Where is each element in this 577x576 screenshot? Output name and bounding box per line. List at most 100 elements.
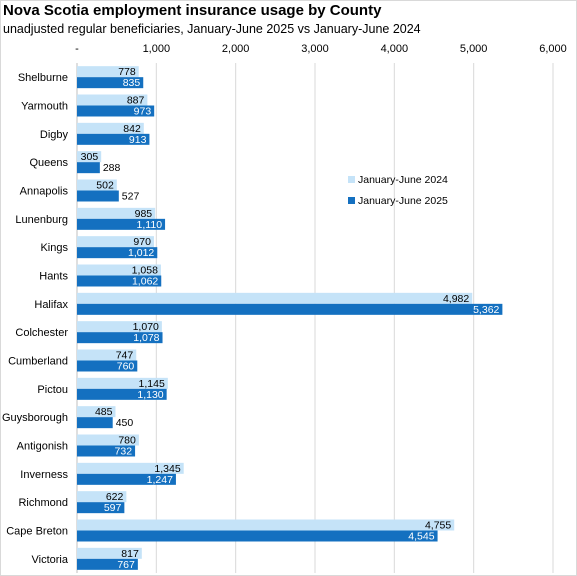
- bar-2025: [77, 303, 503, 315]
- bar-2024: [77, 377, 168, 389]
- data-label-2024: 747: [116, 350, 134, 362]
- category-label: Cape Breton: [6, 526, 68, 538]
- bar-2025: [77, 530, 438, 542]
- data-label-2025: 732: [115, 446, 133, 458]
- data-label-2025: 767: [117, 559, 135, 571]
- data-label-2024: 970: [133, 236, 151, 248]
- bar-2025: [77, 105, 155, 117]
- bar-2025: [77, 218, 166, 230]
- category-label: Colchester: [15, 327, 68, 339]
- data-label-2025: 4,545: [408, 531, 434, 543]
- data-label-2025: 1,130: [137, 389, 163, 401]
- category-label: Cumberland: [8, 356, 68, 368]
- bar-2024: [77, 349, 137, 361]
- data-label-2025: 760: [117, 361, 135, 373]
- data-label-2024: 1,345: [154, 463, 180, 475]
- data-label-2024: 1,145: [139, 378, 165, 390]
- category-label: Yarmouth: [21, 101, 68, 113]
- data-label-2024: 1,058: [132, 265, 158, 277]
- bar-2024: [77, 406, 116, 418]
- data-label-2024: 1,070: [133, 321, 159, 333]
- x-tick-label: 6,000: [539, 43, 567, 55]
- bar-2025: [77, 332, 163, 344]
- category-label: Hants: [39, 271, 68, 283]
- bar-2024: [77, 434, 139, 446]
- bar-2025: [77, 247, 158, 259]
- data-label-2024: 842: [123, 123, 141, 135]
- bar-2025: [77, 502, 125, 514]
- data-label-2025: 1,247: [147, 474, 173, 486]
- bar-2025: [77, 133, 150, 145]
- legend-label: January-June 2024: [358, 174, 448, 186]
- data-label-2025: 1,012: [128, 247, 154, 259]
- bar-2025: [77, 162, 100, 174]
- bar-2025: [77, 558, 138, 570]
- data-label-2025: 973: [134, 106, 152, 118]
- x-tick-label: 4,000: [381, 43, 409, 55]
- bar-2024: [77, 264, 161, 276]
- category-label: Kings: [40, 242, 68, 254]
- data-label-2024: 887: [127, 95, 145, 107]
- legend-swatch: [348, 176, 355, 183]
- data-label-2025: 597: [104, 502, 122, 514]
- data-label-2024: 778: [118, 66, 136, 78]
- bar-2024: [77, 179, 117, 191]
- category-label: Digby: [40, 129, 69, 141]
- data-label-2024: 4,755: [425, 520, 451, 532]
- data-label-2025: 5,362: [473, 304, 499, 316]
- bar-2025: [77, 388, 167, 400]
- bar-2025: [77, 417, 113, 429]
- data-label-2024: 4,982: [443, 293, 469, 305]
- bar-2024: [77, 519, 455, 531]
- bar-2024: [77, 491, 127, 503]
- bar-2025: [77, 445, 136, 457]
- bar-2024: [77, 151, 102, 163]
- x-tick-label: 2,000: [222, 43, 250, 55]
- x-tick-label: 1,000: [143, 43, 171, 55]
- bar-2025: [77, 190, 119, 202]
- data-label-2025: 1,110: [137, 219, 163, 231]
- bar-2025: [77, 275, 162, 287]
- bar-2024: [77, 66, 139, 78]
- bar-2024: [77, 547, 142, 559]
- data-label-2024: 305: [81, 151, 99, 163]
- data-label-2024: 502: [96, 180, 114, 192]
- bar-2024: [77, 94, 148, 106]
- data-label-2025: 913: [129, 134, 147, 146]
- data-label-2025: 835: [123, 77, 141, 89]
- chart-title: Nova Scotia employment insurance usage b…: [3, 2, 382, 19]
- bar-2025: [77, 360, 138, 372]
- bar-2024: [77, 122, 144, 134]
- category-label: Antigonish: [17, 441, 68, 453]
- data-label-2024: 780: [118, 435, 136, 447]
- data-label-2025: 1,062: [132, 276, 158, 288]
- legend-label: January-June 2025: [358, 195, 448, 207]
- data-label-2025: 450: [116, 417, 134, 429]
- data-label-2025: 527: [122, 191, 140, 203]
- category-label: Halifax: [34, 299, 68, 311]
- data-label-2025: 288: [103, 162, 121, 174]
- category-label: Victoria: [32, 554, 69, 566]
- chart-subtitle: unadjusted regular beneficiaries, Januar…: [3, 22, 421, 36]
- bar-2024: [77, 321, 162, 333]
- category-label: Shelburne: [18, 72, 68, 84]
- category-label: Inverness: [20, 469, 68, 481]
- bar-2024: [77, 292, 473, 304]
- category-label: Pictou: [37, 384, 68, 396]
- bar-2024: [77, 462, 184, 474]
- category-label: Lunenburg: [15, 214, 68, 226]
- data-label-2024: 622: [106, 491, 124, 503]
- bar-2024: [77, 236, 154, 248]
- data-label-2024: 985: [135, 208, 153, 220]
- data-label-2024: 485: [95, 406, 113, 418]
- legend-swatch: [348, 197, 355, 204]
- category-label: Guysborough: [2, 412, 68, 424]
- data-label-2025: 1,078: [133, 332, 159, 344]
- bar-2024: [77, 207, 156, 219]
- bar-2025: [77, 473, 176, 485]
- bar-2025: [77, 77, 144, 89]
- category-label: Annapolis: [20, 186, 69, 198]
- category-label: Queens: [29, 157, 68, 169]
- x-tick-label: 5,000: [460, 43, 488, 55]
